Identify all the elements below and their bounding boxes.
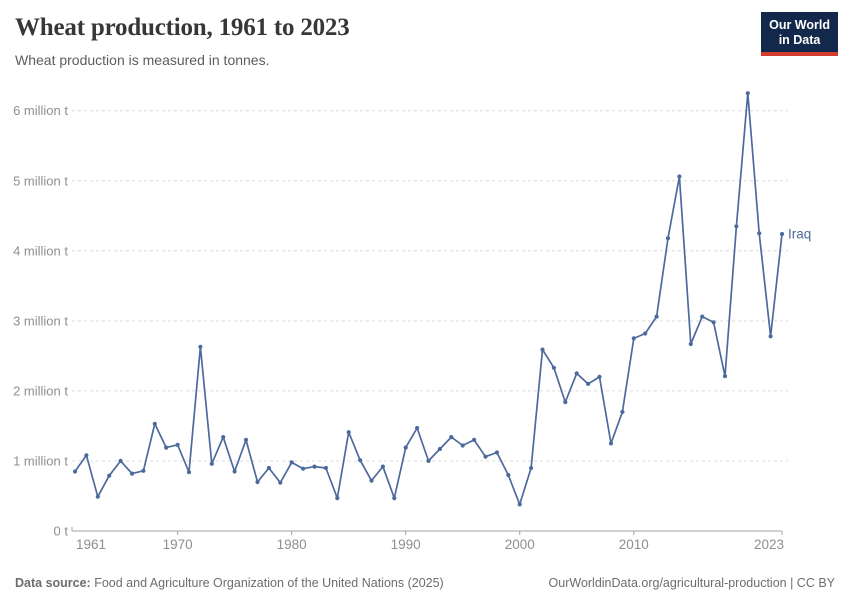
data-source-value: Food and Agriculture Organization of the… — [90, 576, 444, 590]
data-point[interactable] — [255, 479, 260, 485]
owid-logo[interactable]: Our World in Data — [761, 12, 838, 56]
data-point[interactable] — [84, 453, 89, 458]
data-point[interactable] — [608, 441, 614, 446]
data-point[interactable] — [757, 231, 762, 236]
data-point[interactable] — [586, 381, 591, 386]
data-point[interactable] — [152, 421, 157, 426]
x-axis-tick-label: 1961 — [76, 537, 106, 552]
data-point[interactable] — [631, 336, 636, 341]
data-point[interactable] — [221, 435, 226, 440]
data-point[interactable] — [95, 494, 100, 499]
data-point[interactable] — [472, 437, 477, 442]
data-point[interactable] — [711, 320, 716, 325]
x-axis-tick-label: 2023 — [754, 537, 784, 552]
y-axis-tick-label: 1 million t — [13, 453, 68, 468]
data-point[interactable] — [243, 437, 249, 442]
data-point[interactable] — [437, 446, 442, 452]
data-point[interactable] — [494, 450, 499, 455]
data-point[interactable] — [449, 435, 454, 440]
y-axis-tick-label: 3 million t — [13, 313, 68, 328]
data-point[interactable] — [118, 458, 123, 463]
data-point[interactable] — [266, 465, 271, 471]
data-point[interactable] — [688, 341, 693, 347]
data-point[interactable] — [415, 425, 420, 431]
data-point[interactable] — [312, 464, 317, 469]
data-point[interactable] — [346, 430, 351, 435]
data-point[interactable] — [620, 409, 625, 414]
footer: Data source: Food and Agriculture Organi… — [15, 576, 835, 590]
data-point[interactable] — [335, 496, 340, 501]
data-point[interactable] — [186, 470, 192, 475]
data-point[interactable] — [563, 400, 568, 405]
series-end-label-iraq[interactable]: Iraq — [788, 226, 811, 241]
data-point[interactable] — [643, 331, 648, 336]
data-point[interactable] — [209, 461, 214, 466]
y-axis-tick-label: 2 million t — [13, 383, 68, 398]
data-point[interactable] — [72, 469, 78, 474]
owid-logo-line2: in Data — [778, 33, 821, 47]
data-point[interactable] — [722, 374, 728, 379]
data-point[interactable] — [529, 465, 534, 471]
data-point[interactable] — [654, 314, 659, 319]
data-point[interactable] — [597, 374, 602, 379]
x-axis-tick-label: 1970 — [163, 537, 193, 552]
data-point[interactable] — [232, 469, 237, 474]
data-point[interactable] — [301, 466, 306, 471]
data-point[interactable] — [198, 344, 203, 349]
data-point[interactable] — [107, 473, 112, 478]
data-point[interactable] — [574, 371, 579, 376]
data-point[interactable] — [380, 464, 385, 469]
data-point[interactable] — [358, 458, 363, 463]
data-point[interactable] — [677, 174, 682, 179]
data-point[interactable] — [700, 314, 705, 319]
data-source-label: Data source: — [15, 576, 91, 590]
data-point[interactable] — [369, 478, 374, 483]
data-point[interactable] — [403, 445, 408, 450]
data-point[interactable] — [483, 454, 488, 459]
data-point[interactable] — [141, 468, 146, 473]
data-point[interactable] — [175, 442, 180, 447]
data-point[interactable] — [289, 460, 294, 465]
data-point[interactable] — [551, 365, 557, 370]
page-title: Wheat production, 1961 to 2023 — [15, 14, 350, 41]
data-point[interactable] — [779, 231, 785, 237]
data-point[interactable] — [426, 458, 431, 463]
x-axis-tick-label: 1990 — [391, 537, 421, 552]
owid-credit-link[interactable]: OurWorldinData.org/agricultural-producti… — [548, 576, 835, 590]
data-point[interactable] — [164, 445, 169, 450]
series-line-iraq — [74, 92, 783, 506]
y-axis-tick-label: 6 million t — [13, 103, 68, 118]
owid-logo-line1: Our World — [769, 18, 830, 32]
data-point[interactable] — [745, 91, 750, 96]
y-axis-tick-label: 5 million t — [13, 173, 68, 188]
x-axis-tick-label: 2000 — [505, 537, 535, 552]
data-point[interactable] — [517, 502, 522, 507]
data-point[interactable] — [278, 480, 283, 485]
data-point[interactable] — [665, 236, 671, 241]
data-point[interactable] — [506, 472, 511, 478]
data-point[interactable] — [392, 496, 397, 501]
data-point[interactable] — [129, 471, 135, 476]
data-point[interactable] — [460, 443, 465, 448]
data-point[interactable] — [768, 334, 773, 339]
y-axis-tick-label: 0 t — [54, 524, 69, 539]
x-axis-tick-label: 2010 — [619, 537, 649, 552]
x-axis-tick-label: 1980 — [277, 537, 307, 552]
page-subtitle: Wheat production is measured in tonnes. — [15, 52, 270, 68]
data-point[interactable] — [540, 347, 545, 352]
data-source-text: Data source: Food and Agriculture Organi… — [15, 576, 444, 590]
data-point[interactable] — [734, 224, 739, 229]
y-axis-tick-label: 4 million t — [13, 243, 68, 258]
data-point[interactable] — [323, 465, 328, 471]
